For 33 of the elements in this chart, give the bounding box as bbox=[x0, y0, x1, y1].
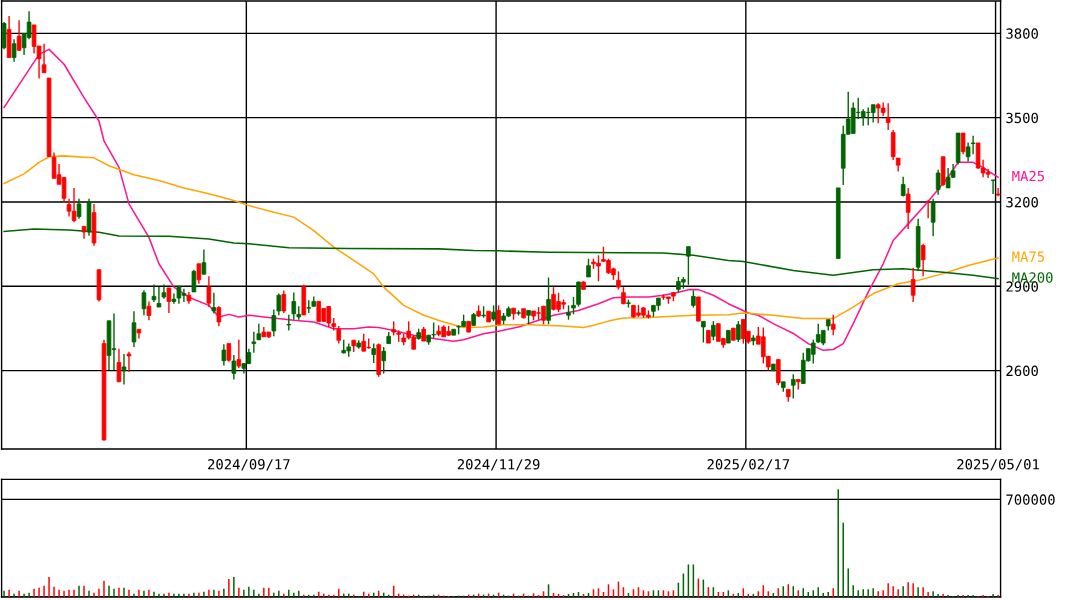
candlestick bbox=[696, 296, 701, 322]
candlestick bbox=[586, 258, 591, 278]
y-tick-label: 2900 bbox=[1006, 281, 1038, 292]
candlestick bbox=[576, 280, 581, 308]
y-tick-label: 2600 bbox=[1006, 365, 1038, 377]
x-tick-label: 2024/09/17 bbox=[208, 459, 290, 471]
series-label: MA25 bbox=[1012, 170, 1045, 182]
candlestick bbox=[496, 304, 501, 325]
candlestick bbox=[701, 320, 706, 344]
line-series bbox=[3, 155, 999, 329]
candlestick bbox=[316, 300, 322, 323]
candlestick bbox=[970, 134, 976, 155]
candlestick bbox=[371, 342, 377, 364]
candlestick bbox=[990, 179, 996, 195]
x-tick-label: 2025/02/17 bbox=[707, 459, 790, 471]
y-tick-label: 3800 bbox=[1006, 28, 1038, 39]
y-tick-label: 3500 bbox=[1006, 112, 1038, 124]
x-tick-label: 2025/05/01 bbox=[957, 459, 1039, 471]
candlestick bbox=[546, 276, 551, 325]
candlestick bbox=[126, 351, 132, 373]
series-label: MA75 bbox=[1012, 251, 1045, 262]
series-label: MA200 bbox=[1012, 272, 1053, 283]
candlestick bbox=[91, 203, 97, 247]
x-tick-label: 2024/11/29 bbox=[457, 459, 540, 471]
candlestick bbox=[830, 313, 836, 336]
y-tick-label: 3200 bbox=[1006, 196, 1038, 208]
candlestick bbox=[616, 270, 621, 291]
candlestick bbox=[76, 198, 82, 220]
candlestick bbox=[301, 284, 307, 316]
y-tick-label: 700000 bbox=[1006, 494, 1055, 505]
candlestick bbox=[790, 373, 796, 400]
candlestick bbox=[736, 320, 741, 343]
candlestick bbox=[711, 320, 716, 341]
